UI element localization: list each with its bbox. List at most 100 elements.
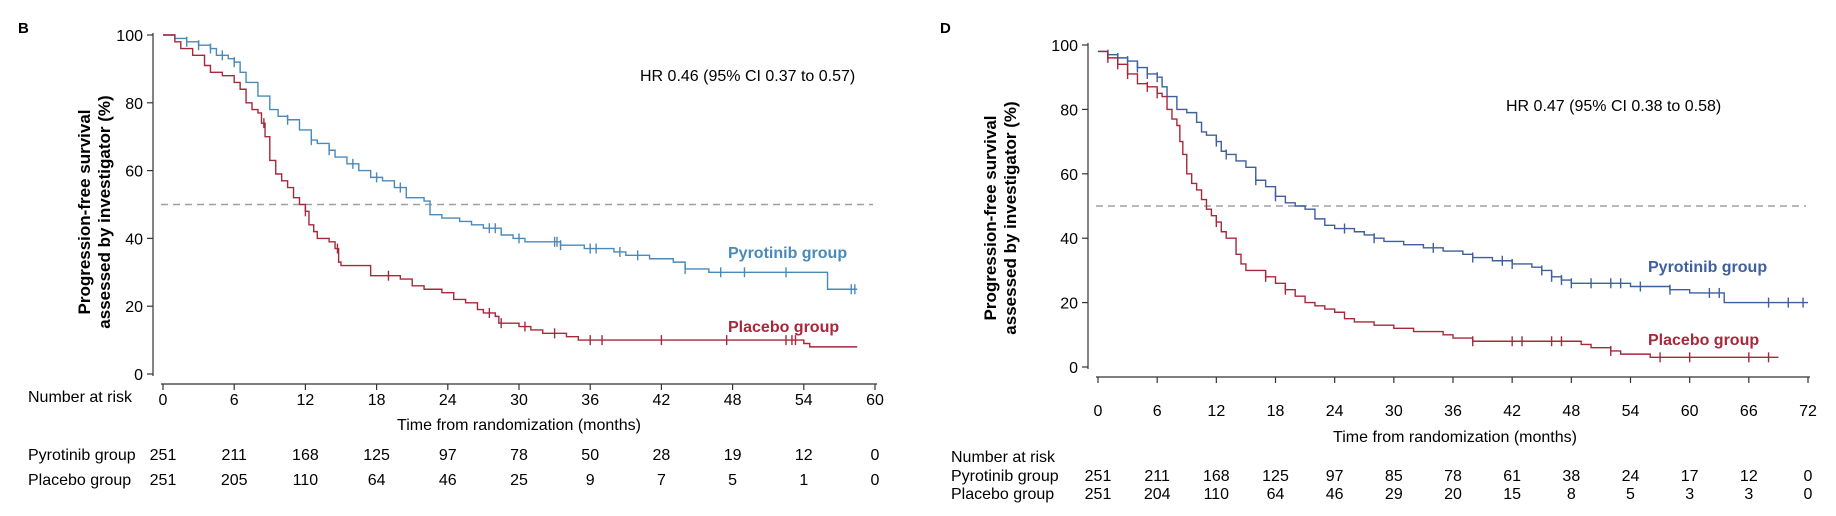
- x-axis-label-b: Time from randomization (months): [397, 417, 641, 434]
- risk-value: 5: [1626, 486, 1635, 503]
- km-curve-placebo: [1098, 50, 1779, 359]
- plot-area-b: [161, 34, 873, 348]
- km-curve-placebo: [163, 34, 858, 348]
- risk-value: 64: [1267, 486, 1285, 503]
- y-tick-label: 80: [1060, 102, 1078, 119]
- panel-label-d: D: [940, 20, 951, 37]
- risk-value: 61: [1503, 468, 1521, 485]
- risk-value: 125: [363, 447, 390, 464]
- x-tick-label: 48: [1562, 403, 1580, 420]
- risk-row-label-pyrotinib-b: Pyrotinib group: [28, 447, 136, 464]
- risk-value: 251: [1085, 468, 1112, 485]
- y-axis-label-d-line1: Progression-free survival: [981, 115, 1000, 320]
- risk-value: 1: [799, 472, 808, 489]
- x-tick-label: 54: [1622, 403, 1640, 420]
- x-tick-label: 6: [1153, 403, 1162, 420]
- risk-value: 28: [653, 447, 671, 464]
- axes-b: 0 20 40 60 80 100 0 6 12 18 24 30 36 42 48 54 60: [116, 28, 884, 409]
- x-tick-label: 24: [439, 392, 457, 409]
- x-tick-label: 36: [1444, 403, 1462, 420]
- risk-value: 168: [1203, 468, 1230, 485]
- risk-value: 251: [150, 472, 177, 489]
- panel-d: D Progression-free survival assessed by …: [940, 20, 1817, 503]
- risk-value: 3: [1685, 486, 1694, 503]
- risk-value: 0: [871, 472, 880, 489]
- risk-value: 5: [728, 472, 737, 489]
- x-tick-label: 60: [866, 392, 884, 409]
- risk-value: 110: [1204, 486, 1230, 503]
- risk-value: 12: [1740, 468, 1758, 485]
- risk-value: 168: [292, 447, 319, 464]
- risk-value: 9: [586, 472, 595, 489]
- y-tick-label: 100: [116, 28, 143, 45]
- x-tick-label: 42: [653, 392, 671, 409]
- plot-area-d: [1096, 49, 1808, 363]
- risk-value: 0: [1804, 468, 1813, 485]
- panel-label-b: B: [18, 20, 29, 37]
- risk-value: 205: [221, 472, 248, 489]
- series-label-pyrotinib-b: Pyrotinib group: [728, 245, 847, 262]
- y-tick-label: 0: [134, 367, 143, 384]
- km-curve-pyrotinib: [1098, 50, 1808, 304]
- risk-value: 12: [795, 447, 813, 464]
- x-tick-label: 18: [1267, 403, 1285, 420]
- panel-b: B Progression-free survival assessed by …: [18, 20, 884, 489]
- x-tick-label: 42: [1503, 403, 1521, 420]
- y-tick-label: 60: [125, 164, 143, 181]
- x-tick-label: 18: [368, 392, 386, 409]
- x-tick-label: 72: [1799, 403, 1817, 420]
- x-tick-label: 24: [1326, 403, 1344, 420]
- risk-row-label-placebo-b: Placebo group: [28, 472, 131, 489]
- series-label-pyrotinib-d: Pyrotinib group: [1648, 259, 1767, 276]
- risk-value: 211: [1144, 468, 1170, 485]
- risk-value: 78: [510, 447, 528, 464]
- series-label-placebo-d: Placebo group: [1648, 332, 1759, 349]
- hazard-ratio-b: HR 0.46 (95% CI 0.37 to 0.57): [640, 68, 855, 85]
- risk-value: 25: [510, 472, 528, 489]
- risk-value: 125: [1262, 468, 1289, 485]
- risk-value: 0: [1804, 486, 1813, 503]
- x-tick-label: 6: [230, 392, 239, 409]
- risk-value: 46: [1326, 486, 1344, 503]
- x-tick-label: 12: [1207, 403, 1225, 420]
- y-tick-label: 20: [1060, 296, 1078, 313]
- risk-value: 0: [871, 447, 880, 464]
- risk-title-b: Number at risk: [28, 389, 133, 406]
- x-tick-label: 0: [159, 392, 168, 409]
- x-tick-label: 66: [1740, 403, 1758, 420]
- risk-value: 19: [724, 447, 742, 464]
- axes-d: 0 20 40 60 80 100 0 6 12 18 24 30 36 42 48 54 60 66 72: [1051, 38, 1817, 420]
- x-tick-label: 30: [510, 392, 528, 409]
- x-tick-label: 12: [297, 392, 315, 409]
- risk-value: 3: [1744, 486, 1753, 503]
- x-axis-label-d: Time from randomization (months): [1333, 429, 1577, 446]
- risk-value: 251: [1085, 486, 1112, 503]
- y-tick-label: 80: [125, 96, 143, 113]
- x-tick-label: 60: [1681, 403, 1699, 420]
- risk-value: 24: [1622, 468, 1640, 485]
- risk-value: 29: [1385, 486, 1403, 503]
- y-axis-label-d-line2: assessed by investigator (%): [1001, 101, 1020, 334]
- risk-value: 97: [1326, 468, 1344, 485]
- risk-value: 78: [1444, 468, 1462, 485]
- risk-value: 17: [1681, 468, 1699, 485]
- series-label-placebo-b: Placebo group: [728, 319, 839, 336]
- risk-value: 8: [1567, 486, 1576, 503]
- km-curve-pyrotinib: [163, 34, 858, 290]
- y-tick-label: 60: [1060, 167, 1078, 184]
- risk-value: 15: [1503, 486, 1521, 503]
- x-tick-label: 30: [1385, 403, 1403, 420]
- risk-value: 211: [221, 447, 247, 464]
- risk-value: 97: [439, 447, 457, 464]
- y-tick-label: 40: [1060, 231, 1078, 248]
- risk-value: 7: [657, 472, 666, 489]
- y-tick-label: 20: [125, 299, 143, 316]
- risk-title-d: Number at risk: [951, 449, 1056, 466]
- risk-value: 20: [1444, 486, 1462, 503]
- hazard-ratio-d: HR 0.47 (95% CI 0.38 to 0.58): [1506, 98, 1721, 115]
- x-tick-label: 48: [724, 392, 742, 409]
- x-tick-label: 54: [795, 392, 813, 409]
